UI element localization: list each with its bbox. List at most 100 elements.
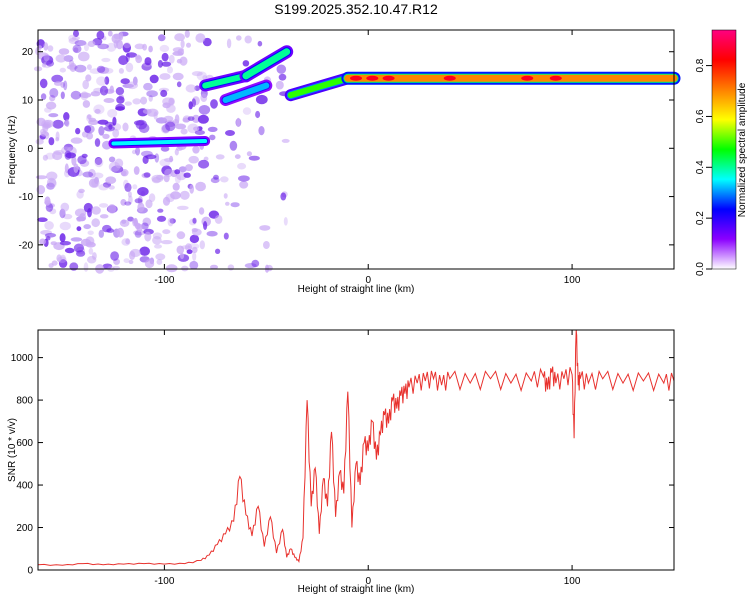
heatmap-cell — [36, 117, 46, 127]
heatmap-cell — [94, 158, 104, 168]
heatmap-cell — [154, 244, 162, 249]
heatmap-cell — [43, 42, 49, 51]
heatmap-cell — [58, 48, 70, 55]
heatmap-cell — [215, 154, 225, 160]
heatmap-cell — [134, 230, 142, 238]
heatmap-cell — [106, 228, 115, 233]
heatmap-cell — [131, 149, 137, 155]
heatmap-cell — [76, 190, 84, 199]
heatmap-cell — [209, 134, 216, 141]
heatmap-cell — [189, 234, 200, 244]
heatmap-cell — [49, 94, 56, 102]
heatmap-cell — [97, 66, 110, 74]
heatmap-cell — [101, 67, 114, 74]
heatmap-cell — [94, 138, 101, 147]
heatmap-cell — [116, 227, 125, 238]
heatmap-band-core — [287, 75, 351, 99]
heatmap-cell — [142, 43, 148, 51]
heatmap-cell — [191, 71, 203, 77]
heatmap-cell — [251, 259, 260, 268]
heatmap-cell — [73, 243, 84, 253]
heatmap-cell — [236, 117, 241, 127]
y-tick-label: 20 — [22, 47, 34, 58]
heatmap-cell — [137, 202, 145, 213]
heatmap-cell — [202, 37, 212, 47]
heatmap-cell — [75, 127, 81, 135]
x-tick-label: 0 — [365, 576, 371, 587]
heatmap-cell — [242, 107, 252, 115]
heatmap-cell — [71, 156, 77, 166]
heatmap-cell — [210, 264, 218, 270]
heatmap-cell — [47, 45, 54, 52]
heatmap-cell — [199, 240, 205, 250]
heatmap-hotspot — [443, 75, 456, 81]
heatmap-cell — [124, 201, 132, 206]
heatmap-cell — [113, 33, 123, 40]
heatmap-cell — [43, 119, 54, 128]
heatmap-cell — [60, 91, 65, 100]
heatmap-cell — [187, 116, 195, 121]
heatmap-cell — [82, 100, 91, 108]
heatmap-cell — [281, 138, 290, 143]
heatmap-cell — [280, 192, 287, 201]
heatmap-cell — [259, 225, 271, 231]
heatmap-cell — [102, 133, 110, 139]
heatmap-cell — [198, 105, 211, 115]
heatmap-cell — [36, 185, 46, 195]
heatmap-cell — [45, 236, 51, 241]
heatmap-cell — [174, 114, 180, 124]
heatmap-cell — [133, 230, 146, 236]
heatmap-cell — [43, 53, 50, 62]
heatmap-cell — [186, 249, 193, 254]
heatmap-cell — [200, 93, 208, 102]
y-tick-label: 1000 — [11, 353, 34, 364]
heatmap-cell — [135, 146, 141, 156]
heatmap-hotspot — [366, 75, 379, 81]
heatmap-cell — [215, 248, 221, 254]
heatmap-cell — [46, 182, 55, 190]
heatmap-cell — [185, 164, 193, 172]
y-tick-label: 600 — [16, 438, 33, 449]
heatmap-cell — [189, 184, 194, 194]
heatmap-cell — [145, 154, 157, 160]
heatmap-cell — [203, 156, 209, 161]
heatmap-cell — [86, 114, 93, 123]
heatmap-cell — [125, 52, 130, 63]
heatmap-cell — [56, 254, 62, 262]
heatmap-cell — [91, 218, 100, 228]
heatmap-cell — [165, 121, 176, 132]
figure-title: S199.2025.352.10.47.R12 — [274, 1, 438, 17]
heatmap-cell — [136, 223, 143, 233]
heatmap-cell — [84, 125, 92, 133]
heatmap-cell — [172, 182, 180, 191]
colorbar-label: Normalized spectral amplitude — [737, 82, 748, 217]
y-tick-label: 400 — [16, 481, 33, 492]
heatmap-cell — [142, 217, 152, 227]
heatmap-cell — [108, 185, 115, 190]
heatmap-cell — [164, 157, 174, 163]
snr-x-ticks: -100 0 100 — [154, 330, 581, 587]
heatmap-x-ticks: -100 0 100 — [154, 30, 581, 286]
heatmap-cell — [58, 259, 68, 268]
heatmap-cell — [174, 169, 181, 175]
heatmap-cell — [104, 76, 110, 85]
heatmap-cell — [82, 171, 94, 178]
heatmap-cell — [220, 176, 229, 183]
heatmap-cell — [80, 238, 91, 246]
snr-y-axis-label: SNR (10 * v/v) — [7, 418, 18, 482]
heatmap-cell — [83, 262, 89, 272]
heatmap-cell — [143, 172, 151, 178]
heatmap-cell — [39, 78, 48, 89]
heatmap-cell — [82, 79, 89, 90]
heatmap-cell — [242, 60, 250, 67]
heatmap-cell — [124, 101, 132, 106]
heatmap-cell — [185, 84, 197, 93]
heatmap-cell — [156, 259, 163, 265]
heatmap-cell — [70, 137, 83, 144]
heatmap-cell — [188, 155, 199, 164]
colorbar-ticks: 0.0 0.2 0.4 0.6 0.8 — [695, 58, 712, 276]
colorbar-tick-label: 0.4 — [695, 160, 706, 174]
heatmap-cell — [223, 193, 228, 199]
